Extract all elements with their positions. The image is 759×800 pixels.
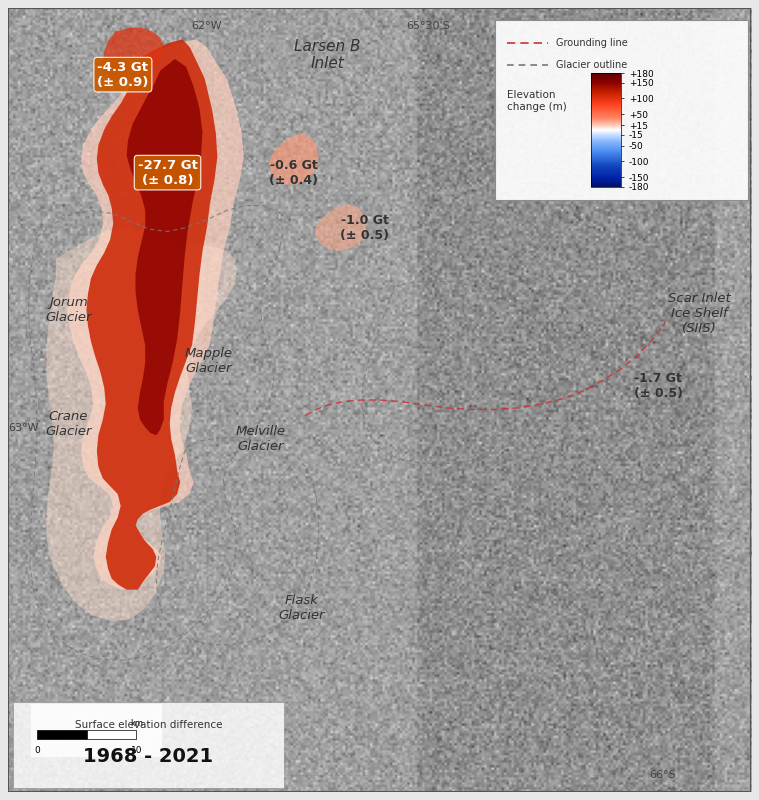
Polygon shape	[87, 39, 217, 590]
Bar	[87, 730, 137, 739]
Text: -27.7 Gt
(± 0.8): -27.7 Gt (± 0.8)	[137, 158, 197, 186]
Text: 0: 0	[34, 746, 40, 754]
Text: Elevation
change (m): Elevation change (m)	[508, 90, 567, 112]
Text: -1.0 Gt
(± 0.5): -1.0 Gt (± 0.5)	[340, 214, 389, 242]
Polygon shape	[269, 134, 319, 184]
Text: Scar Inlet
Ice Shelf
(SIIS): Scar Inlet Ice Shelf (SIIS)	[668, 292, 731, 335]
Text: Surface elevation difference: Surface elevation difference	[75, 720, 222, 730]
Text: 10: 10	[131, 746, 142, 754]
Text: -0.6 Gt
(± 0.4): -0.6 Gt (± 0.4)	[269, 158, 319, 186]
Text: Jorum
Glacier: Jorum Glacier	[46, 296, 92, 324]
Text: 66°S: 66°S	[649, 770, 676, 780]
Text: -1.7 Gt
(± 0.5): -1.7 Gt (± 0.5)	[634, 372, 683, 400]
Polygon shape	[46, 227, 237, 621]
Polygon shape	[127, 59, 203, 435]
FancyBboxPatch shape	[495, 20, 748, 200]
Text: Grounding line: Grounding line	[556, 38, 628, 48]
FancyBboxPatch shape	[30, 702, 162, 757]
Polygon shape	[67, 39, 244, 590]
FancyBboxPatch shape	[13, 702, 285, 788]
Text: 63°W: 63°W	[8, 423, 39, 434]
Text: Glacier outline: Glacier outline	[556, 60, 627, 70]
Polygon shape	[102, 27, 164, 82]
Text: Melville
Glacier: Melville Glacier	[235, 426, 285, 453]
Text: -4.3 Gt
(± 0.9): -4.3 Gt (± 0.9)	[97, 61, 149, 89]
Text: 65°30'S: 65°30'S	[406, 21, 450, 31]
Text: Larsen B
Inlet: Larsen B Inlet	[294, 39, 361, 71]
Text: 62°W: 62°W	[191, 21, 222, 31]
Text: Crane
Glacier: Crane Glacier	[46, 410, 92, 438]
Text: 1968 - 2021: 1968 - 2021	[83, 747, 213, 766]
Polygon shape	[316, 204, 366, 251]
Text: Flask
Glacier: Flask Glacier	[278, 594, 325, 622]
Text: Mapple
Glacier: Mapple Glacier	[184, 346, 232, 374]
Text: km: km	[130, 719, 143, 729]
Bar	[37, 730, 87, 739]
